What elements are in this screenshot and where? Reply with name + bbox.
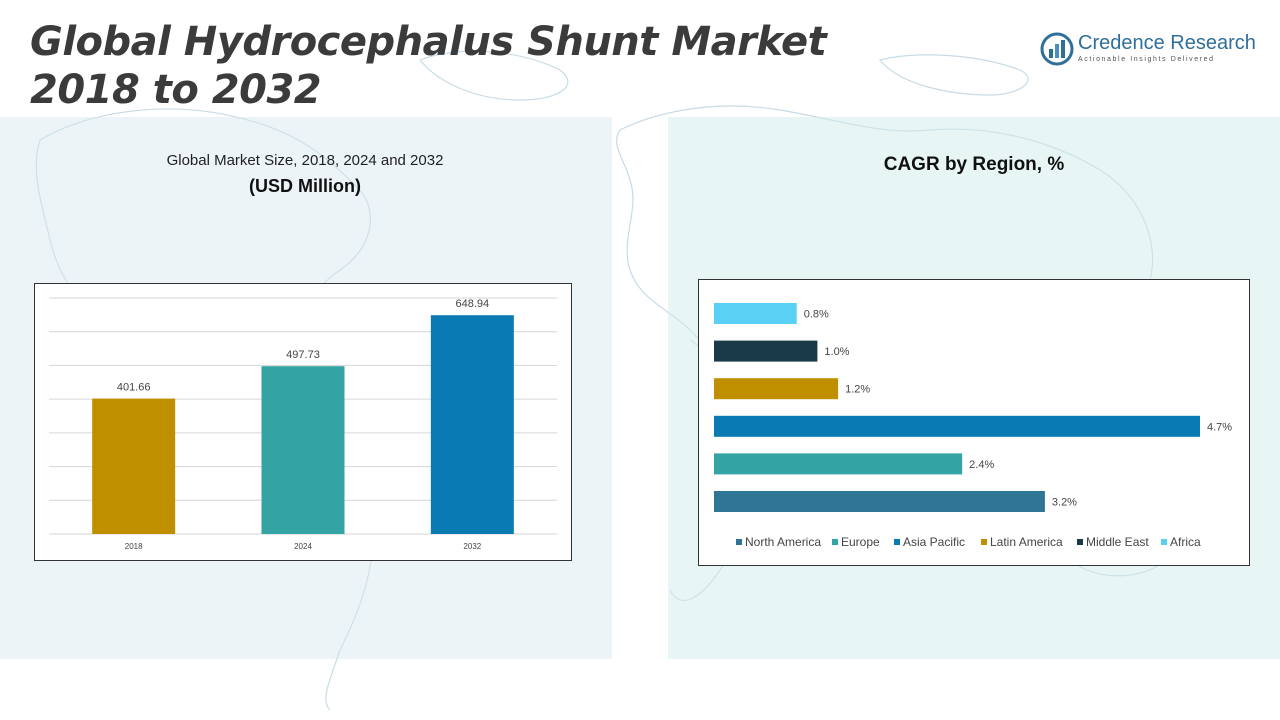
bar-value-label-2032: 648.94 <box>456 298 490 310</box>
legend-label-north-america: North America <box>745 535 821 549</box>
market-size-unit: (USD Million) <box>249 176 361 196</box>
bar-2032 <box>430 315 514 534</box>
bar-value-label-latin-america: 1.2% <box>845 384 870 396</box>
bar-value-label-africa: 0.8% <box>804 309 829 321</box>
credence-research-logo: Credence Research Actionable Insights De… <box>1040 30 1260 70</box>
market-size-subtitle: Global Market Size, 2018, 2024 and 2032 <box>166 152 444 169</box>
bar-value-label-europe: 2.4% <box>969 459 994 471</box>
legend-label-asia-pacific: Asia Pacific <box>903 535 965 549</box>
legend-swatch-asia-pacific <box>894 539 900 545</box>
logo-name: Credence Research <box>1078 32 1256 54</box>
cagr-bar-chart: 0.8% 1.0% 1.2% 4.7% 2.4% 3.2% North America Eur… <box>714 303 1232 549</box>
legend: North America Europe Asia Pacific Latin Ame… <box>736 535 1201 549</box>
legend-swatch-middle-east <box>1077 539 1083 545</box>
legend-label-europe: Europe <box>841 535 880 549</box>
bar-2024 <box>261 366 345 534</box>
bar-value-label-middle-east: 1.0% <box>824 346 849 358</box>
legend-label-africa: Africa <box>1170 535 1201 549</box>
logo-icon <box>1040 32 1074 66</box>
cagr-title: CAGR by Region, % <box>883 154 1065 175</box>
market-size-bar-chart: 401.66 2018 497.73 2024 648.94 2032 <box>49 297 557 551</box>
bar-value-label-north-america: 3.2% <box>1052 497 1077 509</box>
cagr-chart-frame: 0.8% 1.0% 1.2% 4.7% 2.4% 3.2% North America Eur… <box>698 279 1250 566</box>
bar-europe <box>714 453 963 475</box>
bar-north-america <box>714 491 1045 512</box>
x-tick-label-2024: 2024 <box>294 542 312 551</box>
legend-swatch-latin-america <box>981 539 987 545</box>
logo-tagline: Actionable Insights Delivered <box>1078 56 1215 63</box>
legend-swatch-north-america <box>736 539 742 545</box>
bar-latin-america <box>714 378 839 400</box>
market-size-chart-frame: 401.66 2018 497.73 2024 648.94 2032 <box>34 283 572 561</box>
legend-swatch-africa <box>1161 539 1167 545</box>
legend-label-latin-america: Latin America <box>990 535 1063 549</box>
bar-value-label-2024: 497.73 <box>286 349 320 361</box>
page-title-line-1: Global Hydrocephalus Shunt Market <box>30 19 827 65</box>
bar-middle-east <box>714 340 818 362</box>
x-tick-label-2018: 2018 <box>125 542 143 551</box>
x-tick-label-2032: 2032 <box>463 542 481 551</box>
bar-asia-pacific <box>714 415 1200 437</box>
bar-value-label-asia-pacific: 4.7% <box>1207 421 1232 433</box>
page-title: Global Hydrocephalus Shunt Market 2018 t… <box>30 18 850 114</box>
legend-label-middle-east: Middle East <box>1086 535 1149 549</box>
legend-swatch-europe <box>832 539 838 545</box>
bar-africa <box>714 303 797 324</box>
page-title-line-2: 2018 to 2032 <box>30 67 322 113</box>
bar-value-label-2018: 401.66 <box>117 382 151 394</box>
bar-2018 <box>92 398 176 534</box>
